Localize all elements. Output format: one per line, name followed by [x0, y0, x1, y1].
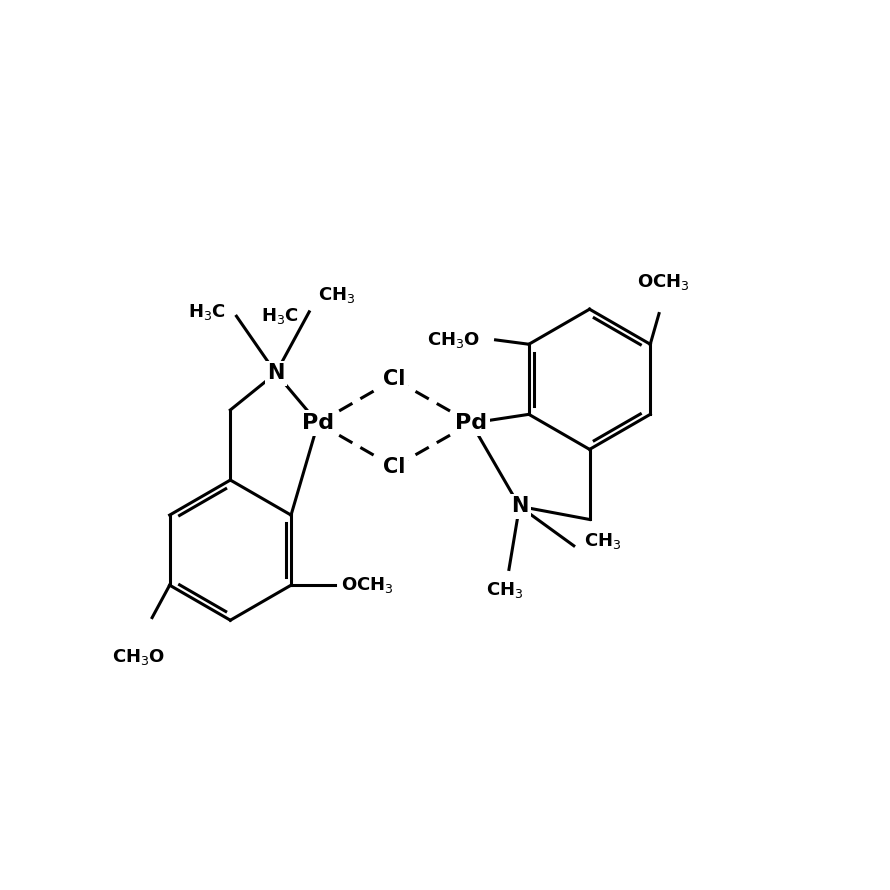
Text: CH$_3$: CH$_3$ [318, 285, 355, 304]
Text: CH$_3$O: CH$_3$O [112, 646, 166, 667]
Text: H$_3$C: H$_3$C [261, 306, 299, 327]
Text: H$_3$C: H$_3$C [188, 302, 226, 322]
Text: CH$_3$: CH$_3$ [585, 531, 622, 552]
Text: Pd: Pd [455, 413, 488, 433]
Text: Pd: Pd [302, 413, 334, 433]
Text: OCH$_3$: OCH$_3$ [637, 271, 690, 292]
Text: Cl: Cl [383, 369, 405, 389]
Text: OCH$_3$: OCH$_3$ [341, 575, 393, 595]
Text: N: N [267, 363, 285, 384]
Text: N: N [511, 497, 528, 516]
Text: Cl: Cl [383, 457, 405, 477]
Text: CH$_3$: CH$_3$ [486, 580, 523, 600]
Text: CH$_3$O: CH$_3$O [427, 330, 481, 350]
